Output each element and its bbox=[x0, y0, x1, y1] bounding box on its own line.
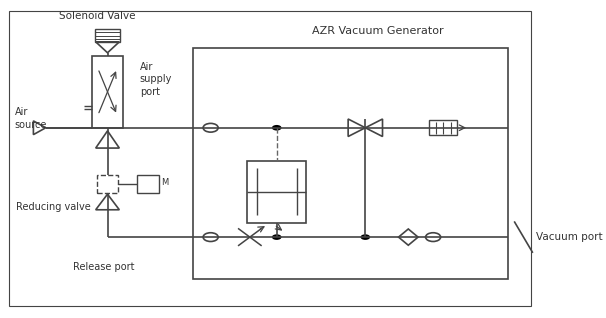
Text: Solenoid Valve: Solenoid Valve bbox=[59, 10, 135, 21]
Circle shape bbox=[203, 233, 218, 241]
Text: Vacuum port: Vacuum port bbox=[536, 232, 603, 242]
Circle shape bbox=[361, 234, 370, 240]
Text: M: M bbox=[161, 178, 168, 187]
Bar bbox=[429, 120, 457, 135]
Circle shape bbox=[272, 125, 282, 131]
Circle shape bbox=[203, 123, 218, 132]
Text: Release port: Release port bbox=[73, 262, 134, 272]
Bar bbox=[95, 29, 120, 42]
Circle shape bbox=[425, 233, 441, 241]
Text: Reducing valve: Reducing valve bbox=[16, 203, 91, 212]
Bar bbox=[93, 56, 122, 128]
Bar bbox=[97, 176, 118, 193]
Bar bbox=[193, 48, 508, 279]
Text: AZR Vacuum Generator: AZR Vacuum Generator bbox=[311, 25, 443, 36]
Text: Air
supply
port: Air supply port bbox=[140, 62, 172, 97]
Text: Air
source: Air source bbox=[15, 107, 47, 129]
Bar bbox=[136, 176, 159, 193]
Bar bbox=[247, 161, 306, 223]
Circle shape bbox=[272, 234, 282, 240]
